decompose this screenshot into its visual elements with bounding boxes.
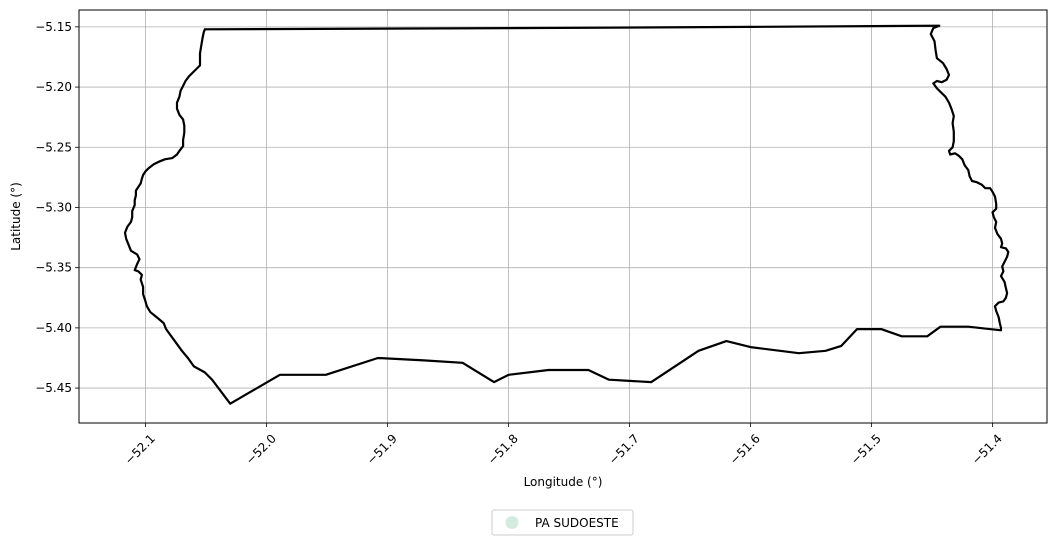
x-tick-label: −51.9: [364, 431, 400, 467]
y-axis-ticks: −5.15 −5.20 −5.25 −5.30 −5.35 −5.40 −5.45: [35, 20, 79, 395]
y-tick-label: −5.45: [35, 381, 72, 395]
x-tick-label: −51.7: [606, 431, 642, 467]
y-tick-label: −5.40: [35, 321, 72, 335]
y-axis-label: Latitude (°): [9, 182, 23, 251]
x-axis-label: Longitude (°): [524, 475, 603, 489]
region-boundary: [123, 24, 1010, 405]
x-tick-label: −52.0: [243, 431, 279, 467]
x-tick-label: −51.5: [848, 431, 884, 467]
x-tick-label: −51.8: [485, 431, 521, 467]
grid-lines: [79, 10, 1047, 423]
x-tick-label: −51.4: [969, 431, 1005, 467]
legend-box: [491, 509, 634, 536]
y-tick-label: −5.20: [35, 80, 72, 94]
y-tick-label: −5.15: [35, 20, 72, 34]
y-tick-label: −5.25: [35, 140, 72, 154]
x-tick-label: −51.6: [727, 431, 763, 467]
legend-label: PA SUDOESTE: [535, 516, 619, 530]
y-tick-label: −5.30: [35, 200, 72, 214]
x-tick-label: −52.1: [122, 431, 158, 467]
map-shapes: [123, 24, 1010, 405]
legend: PA SUDOESTE: [491, 509, 634, 536]
legend-marker: [505, 516, 519, 529]
y-tick-label: −5.35: [35, 261, 72, 275]
x-axis-ticks: −52.1 −52.0 −51.9 −51.8 −51.7 −51.6 −51.5 −51.4: [122, 423, 1005, 467]
axes-frame: [78, 9, 1048, 424]
